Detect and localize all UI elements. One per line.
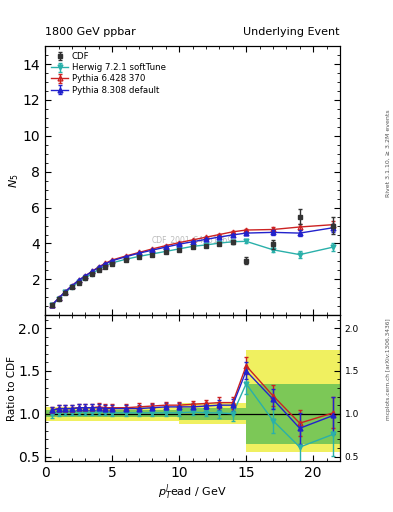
Legend: CDF, Herwig 7.2.1 softTune, Pythia 6.428 370, Pythia 8.308 default: CDF, Herwig 7.2.1 softTune, Pythia 6.428… [50, 50, 167, 96]
Text: CDF_2001_S4751469: CDF_2001_S4751469 [152, 236, 233, 244]
Text: mcplots.cern.ch [arXiv:1306.3436]: mcplots.cern.ch [arXiv:1306.3436] [386, 318, 391, 419]
Text: Rivet 3.1.10, ≥ 3.2M events: Rivet 3.1.10, ≥ 3.2M events [386, 110, 391, 198]
Y-axis label: $N_5$: $N_5$ [7, 174, 21, 188]
Text: Underlying Event: Underlying Event [243, 27, 340, 37]
Text: 1800 GeV ppbar: 1800 GeV ppbar [45, 27, 136, 37]
X-axis label: $p_{T}^{l}$ead / GeV: $p_{T}^{l}$ead / GeV [158, 482, 227, 502]
Y-axis label: Ratio to CDF: Ratio to CDF [7, 355, 17, 420]
